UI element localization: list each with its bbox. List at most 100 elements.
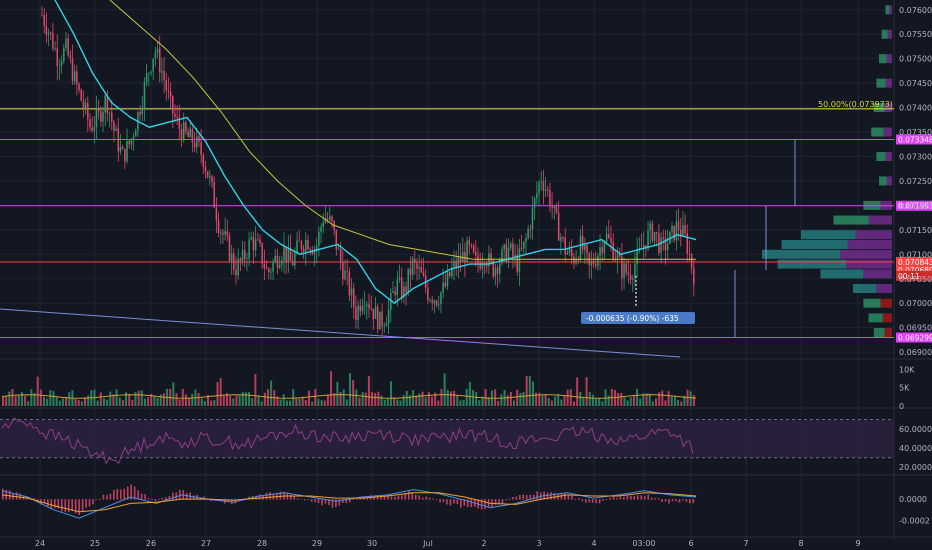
volume-bar [336, 381, 339, 406]
price-tag-bg [896, 200, 932, 211]
candle-body [198, 136, 200, 142]
measure-box [581, 312, 695, 324]
candle-body [381, 311, 383, 327]
volume-profile-bar [885, 151, 892, 161]
macd-hist-bar [647, 494, 650, 500]
volume-bar [8, 391, 11, 406]
ma-slow-line[interactable] [109, 0, 696, 260]
macd-hist-bar [682, 499, 684, 501]
volume-bar [349, 373, 351, 406]
macd-signal-line[interactable] [1, 492, 697, 513]
volume-bar [522, 392, 525, 406]
volume-bar [314, 388, 317, 406]
volume-bar [557, 393, 560, 406]
volume-bar [84, 397, 87, 406]
candle-body [89, 119, 91, 128]
candle-body [169, 91, 172, 97]
macd-hist-bar [401, 495, 403, 500]
candle-body [148, 73, 150, 75]
macd-hist-bar [411, 492, 414, 500]
candle-body [315, 245, 318, 250]
volume-bar [52, 391, 55, 406]
trend-line[interactable] [0, 308, 681, 358]
volume-bar [629, 397, 632, 406]
candle-body [669, 231, 671, 244]
macd-hist-bar [380, 496, 382, 500]
candle-body [87, 102, 89, 120]
volume-bar [525, 375, 528, 406]
volume-bar [203, 401, 206, 406]
candle-body [455, 260, 457, 268]
volume-bar [254, 374, 257, 406]
volume-bar [361, 391, 364, 406]
candle-body [359, 305, 362, 312]
candle-body [684, 225, 686, 234]
candle-body [662, 237, 665, 239]
macd-hist-bar [33, 498, 35, 500]
volume-bar [431, 396, 434, 406]
price-tick-label: 0.069000 [899, 348, 932, 357]
volume-bar [276, 396, 279, 406]
volume-bar [380, 395, 383, 406]
macd-hist-bar [449, 499, 452, 506]
volume-bar [513, 400, 516, 406]
macd-hist-bar [102, 494, 105, 500]
candle-body [263, 263, 266, 269]
candle-body [254, 239, 257, 251]
macd-hist-bar [5, 489, 8, 500]
rsi-line[interactable] [1, 417, 694, 465]
macd-hist-bar [435, 499, 438, 501]
macd-hist-bar [279, 491, 282, 500]
macd-hist-bar [19, 493, 21, 500]
candle-body [499, 263, 501, 274]
macd-hist-bar [598, 499, 601, 504]
time-tick-label: 4 [591, 539, 596, 548]
volume-bar [200, 398, 203, 406]
candle-body [520, 248, 523, 250]
candle-body [645, 245, 647, 249]
volume-bar [396, 399, 399, 406]
candle-body [134, 130, 137, 137]
macd-tick-label: 0.0000 [899, 495, 927, 504]
candle-body [590, 261, 593, 266]
candle-body [178, 117, 181, 130]
volume-bar [304, 400, 307, 406]
volume-bar [270, 380, 273, 406]
macd-hist-bar [689, 499, 691, 504]
macd-hist-bar [432, 498, 434, 500]
candle-body [385, 323, 388, 326]
volume-profile-bar [885, 78, 892, 88]
macd-hist-bar [293, 495, 296, 500]
volume-profile-bar [876, 284, 892, 294]
macd-hist-bar [192, 495, 195, 500]
volume-bar [446, 389, 449, 406]
candle-body [616, 254, 619, 260]
volume-bar [393, 397, 396, 406]
candle-body [43, 14, 45, 26]
candle-body [625, 263, 628, 273]
volume-profile-bar [863, 269, 892, 279]
macd-hist-bar [623, 496, 625, 500]
candle-body [209, 176, 211, 178]
volume-bar [497, 400, 500, 406]
macd-hist-bar [328, 499, 330, 506]
volume-profile-bar [879, 54, 887, 64]
volume-bar [39, 389, 42, 406]
macd-hist-bar [574, 499, 577, 500]
macd-hist-bar [553, 492, 556, 500]
volume-bar [96, 400, 99, 406]
candle-body [97, 109, 100, 112]
candle-body [191, 128, 194, 143]
volume-profile-bar [882, 313, 892, 323]
volume-bar [260, 401, 263, 406]
ma-fast-line[interactable] [54, 0, 697, 305]
candle-body [202, 155, 205, 167]
candle-body [124, 148, 126, 162]
candle-body [357, 305, 359, 321]
volume-bar [24, 396, 27, 406]
candle-body [653, 232, 656, 241]
